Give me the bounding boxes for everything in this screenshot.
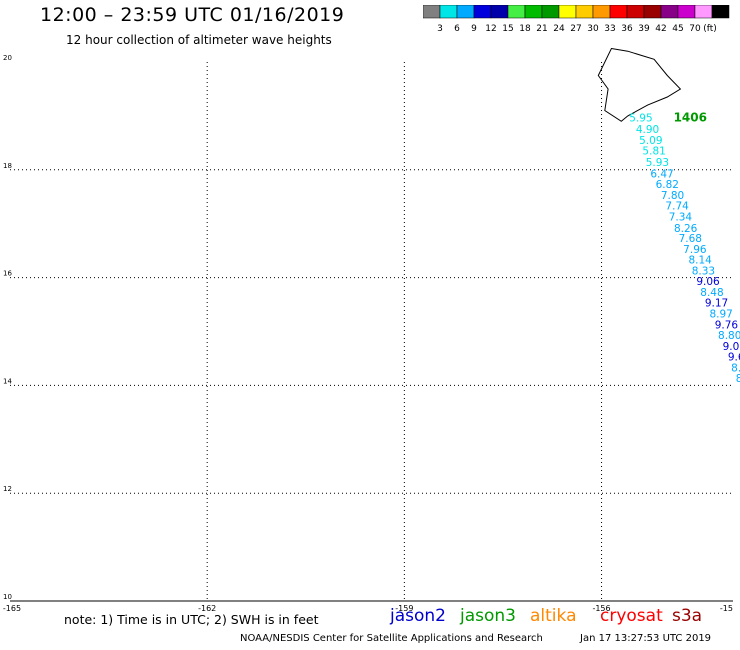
satellite-legend-altika: altika	[530, 606, 577, 626]
x-tick-label: -159	[395, 604, 413, 613]
y-tick-label: 12	[3, 485, 12, 493]
wave-height-point: 8.14	[688, 255, 712, 267]
wave-height-point: 7.34	[669, 211, 693, 223]
wave-height-point: 6.47	[650, 168, 673, 180]
wave-height-point: 9.68	[728, 352, 740, 364]
colorbar-label: 45	[672, 24, 683, 34]
wave-height-point: 8.48	[731, 362, 740, 374]
generated-timestamp: Jan 17 13:27:53 UTC 2019	[580, 633, 712, 644]
wave-height-point: 7.74	[665, 201, 689, 213]
wave-height-point: 8.33	[692, 265, 715, 277]
wave-height-point: 8.81	[736, 373, 740, 385]
chart-subtitle: 12 hour collection of altimeter wave hei…	[66, 33, 332, 47]
x-tick-label: -165	[3, 604, 21, 613]
colorbar-label: 15	[502, 24, 513, 34]
wave-height-point: 8.48	[700, 287, 723, 299]
colorbar-label: 30	[587, 24, 599, 34]
wave-height-point: 9.17	[705, 298, 728, 310]
wave-height-point: 8.26	[674, 223, 698, 235]
track-label: 1406	[674, 110, 707, 124]
chart-title: 12:00 – 23:59 UTC 01/16/2019	[40, 4, 345, 26]
satellite-legend-cryosat: cryosat	[600, 606, 663, 626]
colorbar-label: 9	[471, 24, 477, 34]
y-tick-label: 20	[3, 54, 12, 62]
wave-height-point: 8.97	[709, 308, 732, 320]
x-tick-label: -15	[720, 604, 733, 613]
colorbar-label: 3	[437, 24, 443, 34]
colorbar-label: 24	[553, 24, 565, 34]
y-tick-label: 14	[3, 377, 12, 385]
wave-height-point: 9.76	[715, 319, 739, 331]
wave-height-point: 9.06	[696, 276, 720, 288]
colorbar-label: 42	[655, 24, 666, 34]
wave-height-point: 5.95	[629, 112, 652, 124]
colorbar-unit: (ft)	[703, 24, 717, 34]
x-tick-label: -162	[198, 604, 216, 613]
y-tick-label: 10	[3, 593, 12, 601]
colorbar-label: 27	[570, 24, 581, 34]
y-tick-label: 18	[3, 162, 12, 170]
credit-line: NOAA/NESDIS Center for Satellite Applica…	[240, 633, 543, 644]
wave-height-point: 5.93	[646, 157, 669, 169]
colorbar-label: 21	[536, 24, 547, 34]
wave-height-point: 8.80	[718, 330, 740, 342]
satellite-legend-jason3: jason3	[460, 606, 516, 626]
colorbar-label: 6	[454, 24, 460, 34]
colorbar-label: 36	[621, 24, 633, 34]
colorbar-label: 33	[604, 24, 615, 34]
wave-height-point: 5.81	[642, 146, 665, 158]
colorbar-label: 39	[638, 24, 650, 34]
wave-height-point: 7.96	[683, 244, 707, 256]
colorbar-label: 12	[485, 24, 496, 34]
colorbar-swatch	[711, 5, 730, 19]
wave-height-point: 6.82	[656, 179, 679, 191]
colorbar-label: 70	[689, 24, 701, 34]
wave-height-point: 7.80	[661, 190, 684, 202]
footer-note: note: 1) Time is in UTC; 2) SWH is in fe…	[64, 612, 319, 627]
x-tick-label: -156	[592, 604, 610, 613]
island-outline	[597, 47, 682, 122]
wave-height-point: 5.09	[639, 135, 662, 147]
satellite-legend-jason2: jason2	[390, 606, 446, 626]
y-tick-label: 16	[3, 270, 12, 278]
satellite-legend-s3a: s3a	[672, 606, 703, 626]
colorbar-label: 18	[519, 24, 531, 34]
wave-height-point: 4.90	[636, 124, 659, 136]
wave-height-point: 9.08	[723, 341, 740, 353]
color-legend: 3 6 9 12 15 18 21 24 27 30 33 36 39 42 45 70 (ft)	[423, 5, 730, 34]
wave-height-point: 7.68	[679, 233, 702, 245]
